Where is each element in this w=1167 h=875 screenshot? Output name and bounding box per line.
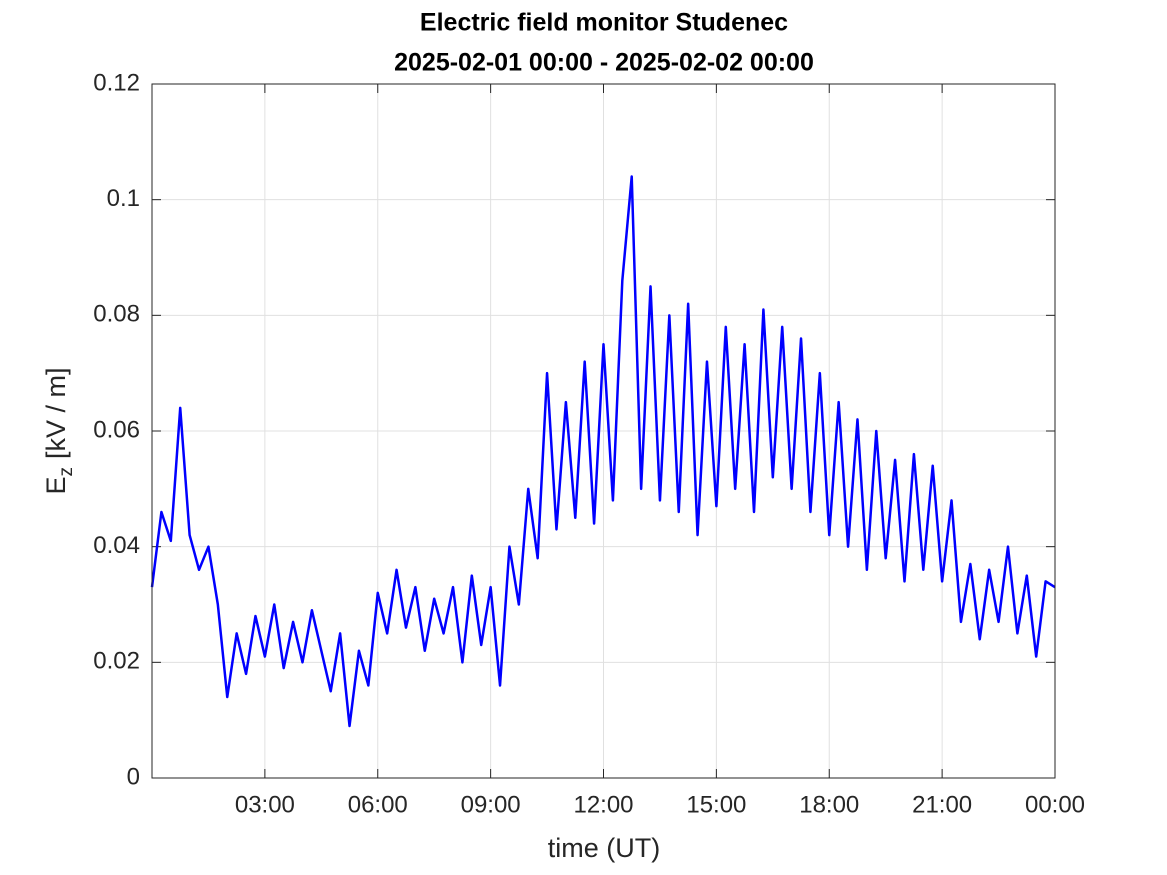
y-tick-label: 0.06 — [93, 416, 140, 443]
x-axis-label: time (UT) — [548, 833, 660, 863]
y-tick-label: 0.12 — [93, 69, 140, 96]
chart-subtitle: 2025-02-01 00:00 - 2025-02-02 00:00 — [394, 49, 814, 77]
x-tick-label: 21:00 — [912, 791, 972, 818]
x-tick-label: 15:00 — [686, 791, 746, 818]
x-tick-label: 00:00 — [1025, 791, 1085, 818]
plot-frame — [151, 83, 1056, 779]
y-tick-label: 0.02 — [93, 648, 140, 675]
chart-title: Electric field monitor Studenec — [420, 9, 788, 37]
y-tick-label: 0.08 — [93, 301, 140, 328]
y-label-main: E — [41, 477, 71, 495]
data-line — [150, 175, 1056, 728]
x-tick-label: 03:00 — [235, 791, 295, 818]
y-axis-label: Ez [kV / m] — [41, 367, 77, 494]
y-tick-label: 0.04 — [93, 532, 140, 559]
x-tick-label: 18:00 — [799, 791, 859, 818]
y-tick-label: 0.1 — [107, 185, 140, 212]
x-tick-label: 12:00 — [573, 791, 633, 818]
x-tick-label: 09:00 — [461, 791, 521, 818]
x-tick-label: 06:00 — [348, 791, 408, 818]
y-label-subscript: z — [56, 467, 77, 477]
y-label-unit: [kV / m] — [41, 367, 71, 459]
y-tick-label: 0 — [127, 763, 140, 790]
